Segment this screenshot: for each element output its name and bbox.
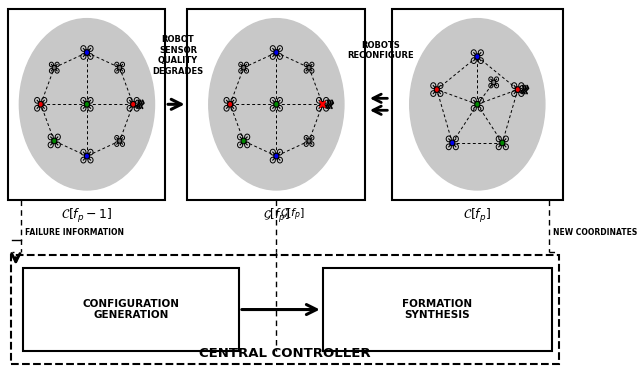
Circle shape — [320, 101, 325, 107]
Circle shape — [307, 65, 311, 70]
Bar — [323, 268, 552, 352]
Circle shape — [475, 54, 480, 59]
Circle shape — [274, 153, 279, 159]
Ellipse shape — [209, 19, 344, 190]
Text: $\mathcal{G}[f_p]$: $\mathcal{G}[f_p]$ — [280, 207, 305, 223]
Circle shape — [307, 139, 311, 143]
Circle shape — [241, 138, 246, 144]
Circle shape — [84, 50, 90, 55]
Text: FORMATION
SYNTHESIS: FORMATION SYNTHESIS — [402, 299, 472, 321]
Circle shape — [84, 101, 90, 107]
Circle shape — [500, 140, 505, 146]
Circle shape — [475, 101, 480, 107]
Text: $\mathcal{G}[f_p]$: $\mathcal{G}[f_p]$ — [263, 207, 290, 225]
Circle shape — [131, 101, 136, 107]
Text: $\mathcal{C}[f_p]$: $\mathcal{C}[f_p]$ — [463, 207, 492, 225]
Circle shape — [515, 87, 520, 92]
Circle shape — [52, 138, 57, 144]
Text: $\mathcal{C}[f_p - 1]$: $\mathcal{C}[f_p - 1]$ — [61, 207, 113, 225]
Text: CONFIGURATION
GENERATION: CONFIGURATION GENERATION — [83, 299, 179, 321]
Circle shape — [84, 153, 90, 159]
Circle shape — [492, 80, 496, 85]
Circle shape — [274, 50, 279, 55]
Text: NEW COORDINATES: NEW COORDINATES — [553, 229, 637, 237]
Circle shape — [228, 101, 233, 107]
Text: ROBOTS
RECONFIGURE: ROBOTS RECONFIGURE — [347, 41, 413, 60]
Circle shape — [450, 140, 455, 146]
Circle shape — [118, 139, 122, 143]
Text: ROBOT
SENSOR
QUALITY
DEGRADES: ROBOT SENSOR QUALITY DEGRADES — [152, 36, 204, 76]
Circle shape — [242, 65, 246, 70]
Circle shape — [52, 65, 56, 70]
Bar — [12, 255, 559, 364]
Circle shape — [118, 65, 122, 70]
Circle shape — [38, 101, 44, 107]
Bar — [188, 9, 365, 200]
Ellipse shape — [410, 19, 545, 190]
Bar — [8, 9, 165, 200]
Text: CENTRAL CONTROLLER: CENTRAL CONTROLLER — [200, 347, 371, 361]
Ellipse shape — [19, 19, 154, 190]
Circle shape — [435, 87, 440, 92]
Bar — [23, 268, 239, 352]
Text: FAILURE INFORMATION: FAILURE INFORMATION — [25, 229, 124, 237]
Circle shape — [274, 101, 279, 107]
Bar — [392, 9, 563, 200]
